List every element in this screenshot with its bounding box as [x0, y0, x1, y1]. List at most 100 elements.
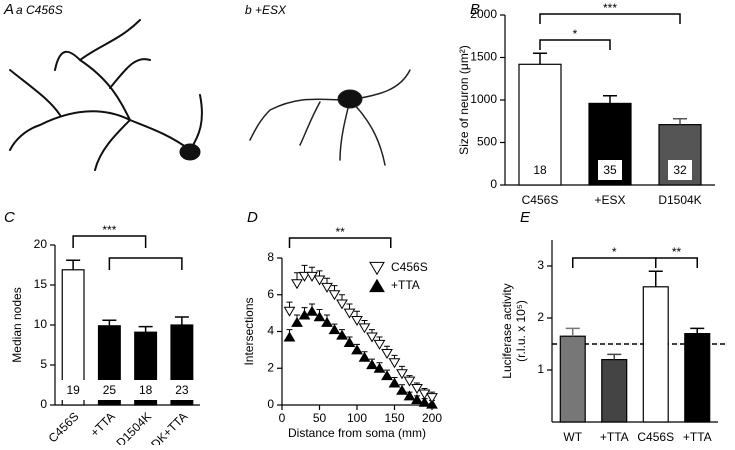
significance-bracket	[72, 235, 147, 248]
marker	[336, 299, 348, 310]
marker	[283, 331, 296, 342]
marker	[396, 384, 408, 395]
y-tick-label: 1	[537, 362, 544, 376]
significance-label: **	[335, 225, 345, 239]
marker	[426, 393, 438, 404]
neuron-image-a	[9, 19, 203, 171]
x-tick-label: 200	[422, 411, 442, 425]
significance-bracket	[108, 257, 183, 270]
n-label: 35	[603, 163, 617, 177]
significance-label: ***	[603, 1, 617, 15]
x-tick-label: +TTA	[683, 430, 712, 444]
error-bar	[648, 270, 663, 287]
image-label: a C456S	[16, 3, 63, 17]
legend-label: C456S	[391, 260, 428, 274]
y-axis-label: Median nodes	[10, 287, 24, 362]
significance-bracket	[572, 257, 657, 268]
y-tick-label: 10	[34, 317, 48, 331]
marker	[358, 323, 371, 334]
marker	[403, 390, 416, 401]
x-tick-label: 150	[384, 411, 404, 425]
marker	[373, 339, 386, 350]
marker	[426, 398, 438, 409]
x-tick-label: DK+TTA	[148, 409, 190, 445]
bar	[559, 335, 586, 423]
y-axis-label: Size of neuron (μm²)	[457, 45, 471, 155]
y-tick-label: 2	[537, 310, 544, 324]
error-bar	[533, 52, 547, 65]
significance-bracket	[539, 39, 611, 50]
panel-letter: D	[247, 209, 258, 226]
x-tick-label: +TTA	[600, 430, 629, 444]
marker	[351, 315, 363, 326]
n-label-box	[61, 380, 86, 400]
image-label: b +ESX	[245, 3, 287, 17]
x-tick-label: C456S	[46, 409, 82, 445]
error-bar	[603, 95, 617, 104]
marker	[328, 324, 341, 335]
neuron-image-b	[249, 69, 411, 166]
marker	[298, 271, 311, 282]
n-label: 18	[533, 163, 547, 177]
y-tick-label: 0	[267, 397, 274, 411]
marker	[283, 306, 296, 317]
legend-marker	[369, 261, 385, 276]
marker	[351, 344, 363, 355]
n-label: 23	[175, 383, 189, 397]
x-tick-label: 50	[313, 411, 327, 425]
error-bar	[66, 259, 81, 270]
marker	[418, 396, 431, 407]
n-label: 25	[103, 383, 117, 397]
legend-marker	[369, 278, 385, 293]
y-tick-label: 20	[34, 237, 48, 251]
marker	[291, 279, 303, 290]
marker	[403, 376, 416, 387]
y-tick-label: 3	[537, 258, 544, 272]
x-tick-label: +TTA	[87, 409, 117, 439]
n-label: 32	[673, 163, 687, 177]
marker	[321, 316, 333, 327]
panel-letter: A	[3, 1, 14, 18]
y-tick-label: 2000	[470, 7, 497, 21]
significance-label: **	[672, 245, 682, 259]
x-tick-label: WT	[563, 430, 582, 444]
y-tick-label: 8	[267, 250, 274, 264]
y-axis-label: Intersections	[242, 297, 256, 365]
n-label-box	[169, 380, 194, 400]
error-bar	[102, 319, 117, 326]
panel-letter: E	[520, 209, 531, 226]
x-tick-label: D1504K	[113, 409, 154, 445]
y-tick-label: 1500	[470, 50, 497, 64]
marker	[336, 329, 348, 340]
marker	[313, 311, 326, 322]
error-bar	[138, 325, 153, 333]
y-tick-label: 15	[34, 277, 48, 291]
significance-label: ***	[102, 223, 116, 237]
x-tick-label: D1504K	[658, 193, 701, 207]
error-bar	[673, 117, 687, 125]
x-axis-label: Distance from soma (mm)	[288, 426, 426, 440]
x-tick-label: C456S	[522, 193, 559, 207]
bar	[642, 286, 669, 423]
x-tick-label: +ESX	[594, 193, 625, 207]
bar	[684, 333, 711, 423]
marker	[388, 377, 401, 388]
marker	[381, 370, 393, 381]
y-tick-label: 500	[477, 135, 497, 149]
marker	[411, 383, 423, 394]
significance-bracket	[655, 257, 698, 268]
marker	[321, 282, 333, 293]
y-axis-label: (r.l.u. x 10⁵)	[514, 300, 528, 362]
y-tick-label: 0	[40, 397, 47, 411]
y-tick-label: 2	[267, 360, 274, 374]
marker	[373, 362, 386, 373]
n-label-box	[97, 380, 122, 400]
marker	[306, 305, 318, 316]
n-label: 19	[66, 383, 80, 397]
marker	[366, 332, 378, 343]
y-tick-label: 0	[490, 177, 497, 191]
error-bar	[690, 327, 705, 334]
marker	[366, 359, 378, 370]
bar	[601, 359, 628, 423]
